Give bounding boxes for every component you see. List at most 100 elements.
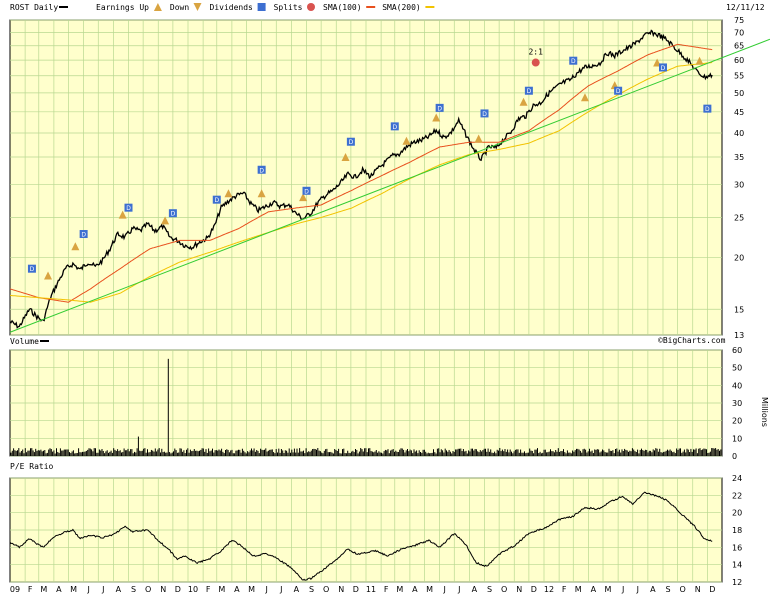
event-markers: D D D D D D D D D D D D 2:1 D D D D bbox=[27, 48, 712, 280]
legend-label: SMA(200) bbox=[382, 3, 421, 12]
earnings-up-icon bbox=[153, 3, 162, 11]
price-series bbox=[10, 29, 713, 329]
x-tick-label: N bbox=[516, 585, 522, 594]
x-tick-label: D bbox=[709, 585, 715, 594]
y-tick-label: 10 bbox=[732, 434, 742, 443]
x-tick-label: J bbox=[101, 585, 104, 594]
x-tick-label: O bbox=[679, 585, 685, 594]
sma200-line bbox=[10, 62, 713, 303]
earnings-up-marker bbox=[402, 136, 411, 145]
dividend-glyph: D bbox=[527, 88, 532, 95]
split-marker bbox=[531, 58, 540, 67]
x-tick-label: 09 bbox=[10, 585, 20, 594]
x-tick-label: F bbox=[384, 585, 389, 594]
dividend-marker bbox=[79, 230, 88, 239]
dividend-glyph: D bbox=[437, 105, 442, 112]
dividend-marker bbox=[524, 86, 533, 95]
dividend-marker bbox=[390, 122, 399, 131]
x-tick-label: J bbox=[621, 585, 624, 594]
dividend-marker bbox=[27, 264, 36, 273]
x-tick-label: J bbox=[279, 585, 282, 594]
earnings-up-marker bbox=[474, 134, 483, 143]
dividend-marker bbox=[480, 109, 489, 118]
dividend-glyph: D bbox=[571, 58, 576, 65]
x-tick-label: D bbox=[353, 585, 359, 594]
y-tick-label: 18 bbox=[732, 526, 742, 535]
earnings-up-marker bbox=[118, 210, 127, 219]
earnings-up-marker bbox=[299, 193, 308, 202]
y-tick-label: 40 bbox=[732, 381, 742, 390]
legend-label: Splits bbox=[274, 3, 303, 12]
dividend-marker bbox=[346, 137, 355, 146]
x-tick-label: F bbox=[206, 585, 211, 594]
y-tick-label: 55 bbox=[734, 72, 744, 81]
x-tick-label: M bbox=[40, 585, 47, 594]
volume-grid bbox=[10, 349, 722, 457]
y-tick-label: 35 bbox=[734, 153, 744, 162]
x-tick-label: J bbox=[86, 585, 89, 594]
y-tick-label: 30 bbox=[734, 181, 744, 190]
y-tick-label: 14 bbox=[732, 561, 742, 570]
dividend-glyph: D bbox=[259, 167, 264, 174]
dividend-glyph: D bbox=[392, 124, 397, 131]
x-tick-label: 12 bbox=[544, 585, 554, 594]
dividend-glyph: D bbox=[81, 232, 86, 239]
dividend-marker bbox=[435, 103, 444, 112]
dividend-marker bbox=[168, 209, 177, 218]
pe-grid bbox=[10, 477, 722, 583]
x-tick-label: A bbox=[116, 585, 122, 594]
y-tick-label: 60 bbox=[732, 346, 742, 355]
dividend-marker bbox=[257, 165, 266, 174]
x-axis: 09 F M A M J J A S O N D 10 F M A M J J A S O N D 11 F M A M J J A S O N D 1… bbox=[10, 585, 716, 594]
y-tick-label: 50 bbox=[734, 89, 744, 98]
sma100-line bbox=[10, 43, 713, 303]
earnings-up-marker bbox=[257, 189, 266, 198]
dividend-marker bbox=[302, 186, 311, 195]
dividend-marker bbox=[212, 195, 221, 204]
y-tick-label: 22 bbox=[732, 491, 742, 500]
x-tick-label: S bbox=[309, 585, 314, 594]
volume-unit-label: Millions bbox=[760, 397, 769, 427]
x-tick-label: S bbox=[131, 585, 136, 594]
volume-y-axis: 0 10 20 30 40 50 60 bbox=[732, 346, 742, 461]
x-tick-label: N bbox=[695, 585, 701, 594]
x-tick-label: M bbox=[70, 585, 77, 594]
dividend-glyph: D bbox=[616, 88, 621, 95]
earnings-up-marker bbox=[432, 113, 441, 122]
y-tick-label: 40 bbox=[734, 129, 744, 138]
x-tick-label: O bbox=[145, 585, 151, 594]
pe-title: P/E Ratio bbox=[10, 462, 54, 471]
dividend-marker bbox=[658, 63, 667, 72]
y-tick-label: 15 bbox=[734, 305, 744, 314]
price-y-axis: 13 15 20 25 30 35 40 45 50 55 60 65 70 75 bbox=[734, 16, 744, 340]
pe-line bbox=[9, 491, 713, 581]
x-tick-label: A bbox=[472, 585, 478, 594]
x-tick-label: M bbox=[605, 585, 612, 594]
chart-title: ROST Daily bbox=[10, 3, 58, 12]
y-tick-label: 20 bbox=[732, 417, 742, 426]
x-tick-label: J bbox=[442, 585, 445, 594]
dividend-icon bbox=[257, 3, 266, 11]
pe-y-axis: 12 14 16 18 20 22 24 bbox=[732, 474, 742, 587]
dividend-glyph: D bbox=[214, 197, 219, 204]
earnings-up-marker bbox=[224, 189, 233, 198]
x-tick-label: A bbox=[56, 585, 62, 594]
price-line bbox=[10, 29, 713, 329]
dividend-glyph: D bbox=[304, 188, 309, 195]
x-tick-label: N bbox=[160, 585, 166, 594]
dividend-marker bbox=[569, 56, 578, 65]
volume-bars bbox=[10, 358, 722, 456]
dividend-glyph: D bbox=[126, 205, 131, 212]
x-tick-label: N bbox=[338, 585, 344, 594]
y-tick-label: 50 bbox=[732, 364, 742, 373]
dividend-glyph: D bbox=[482, 111, 487, 118]
x-tick-label: A bbox=[234, 585, 240, 594]
x-tick-label: O bbox=[501, 585, 507, 594]
y-tick-label: 0 bbox=[732, 452, 737, 461]
x-tick-label: A bbox=[412, 585, 418, 594]
y-tick-label: 60 bbox=[734, 56, 744, 65]
dividend-glyph: D bbox=[171, 211, 176, 218]
y-tick-label: 20 bbox=[734, 254, 744, 263]
x-tick-label: M bbox=[396, 585, 403, 594]
